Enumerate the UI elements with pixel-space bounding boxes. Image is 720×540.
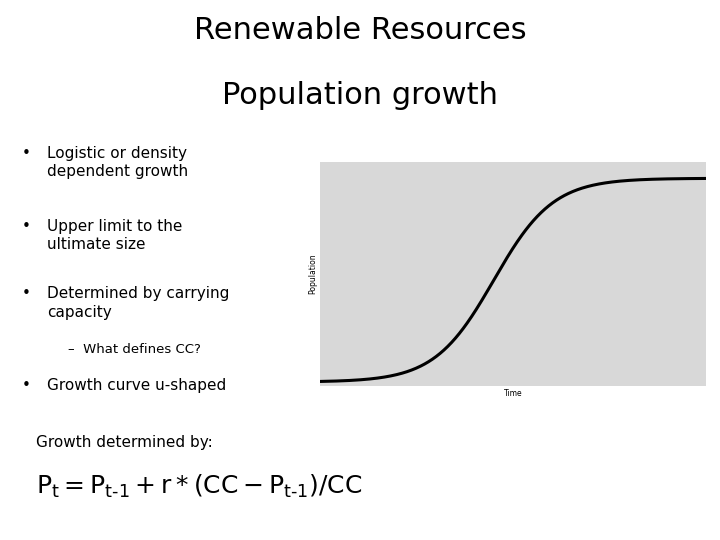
X-axis label: Time: Time <box>504 389 522 398</box>
Text: Upper limit to the
ultimate size: Upper limit to the ultimate size <box>47 219 182 252</box>
Text: Renewable Resources: Renewable Resources <box>194 16 526 45</box>
Text: Logistic or density
dependent growth: Logistic or density dependent growth <box>47 146 188 179</box>
Text: •: • <box>22 378 30 393</box>
Y-axis label: Population: Population <box>309 254 318 294</box>
Text: Population growth: Population growth <box>222 81 498 110</box>
Text: •: • <box>22 219 30 234</box>
Text: •: • <box>22 286 30 301</box>
Text: Determined by carrying
capacity: Determined by carrying capacity <box>47 286 229 320</box>
Text: •: • <box>22 146 30 161</box>
Text: Growth determined by:: Growth determined by: <box>36 435 212 450</box>
Text: Growth curve u-shaped: Growth curve u-shaped <box>47 378 226 393</box>
Text: –  What defines CC?: – What defines CC? <box>68 343 202 356</box>
Text: $\mathregular{P_t = P_{t\text{-}1} + r*(CC - P_{t\text{-}1})/CC}$: $\mathregular{P_t = P_{t\text{-}1} + r*(… <box>36 472 362 500</box>
